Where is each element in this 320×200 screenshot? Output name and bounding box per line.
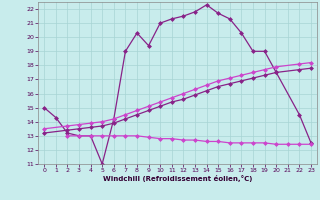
X-axis label: Windchill (Refroidissement éolien,°C): Windchill (Refroidissement éolien,°C) [103,175,252,182]
